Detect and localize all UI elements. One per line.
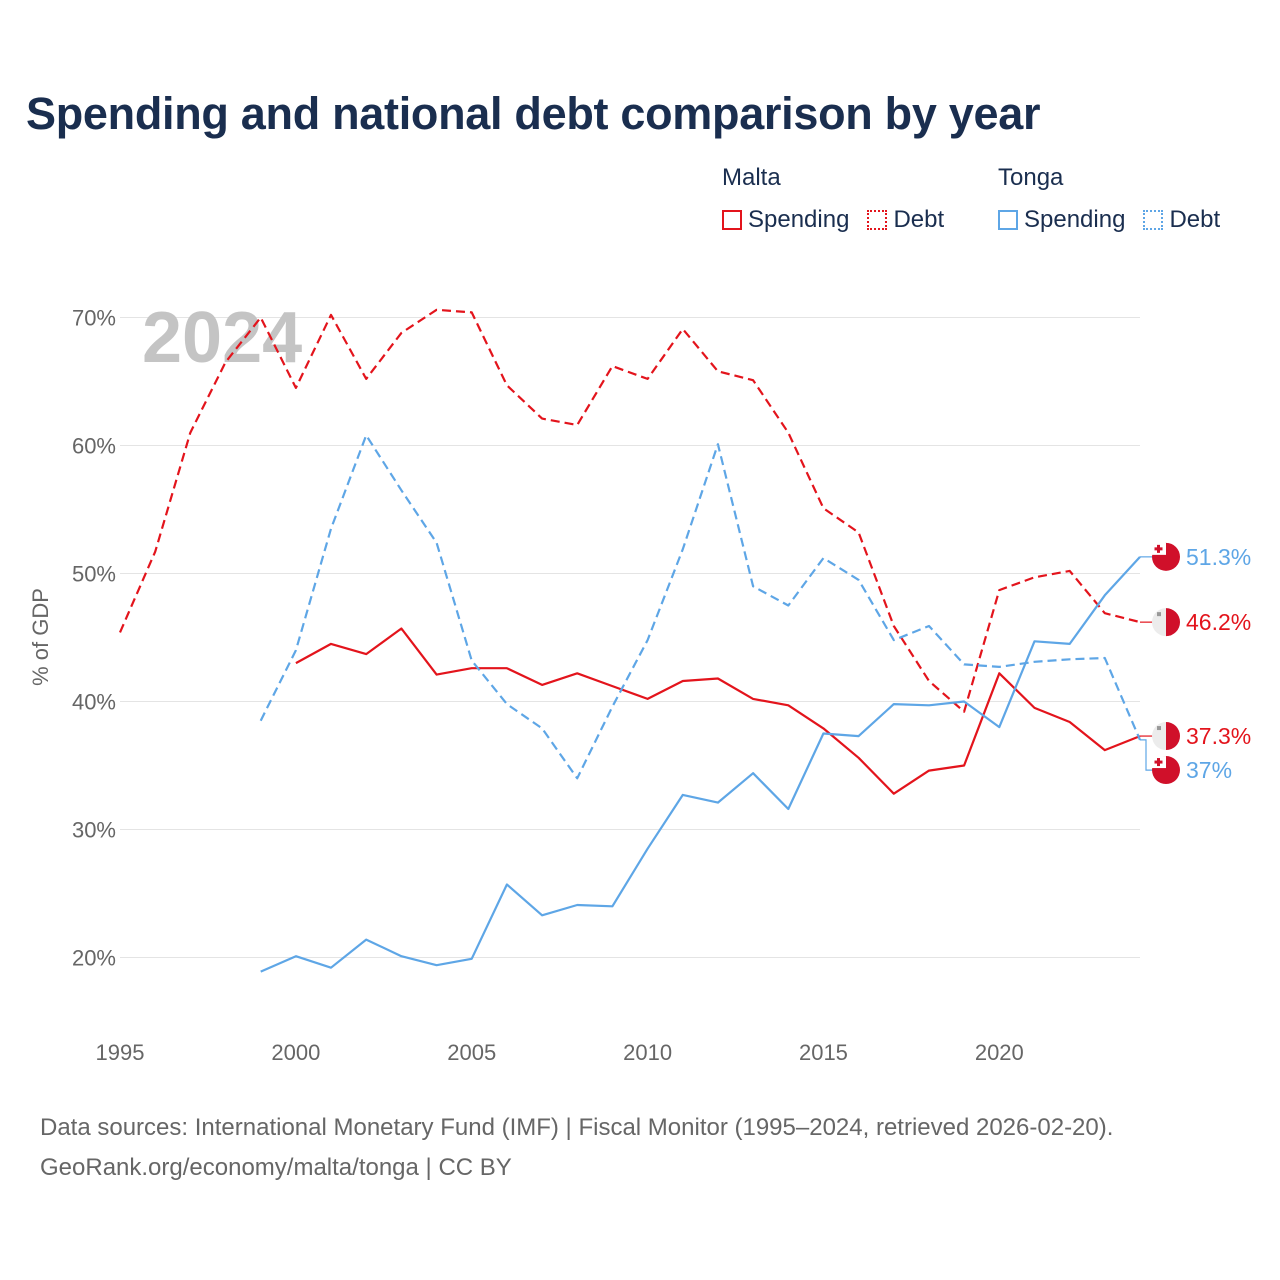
x-tick-label: 2010 — [623, 1040, 672, 1065]
malta-flag-icon — [1152, 722, 1181, 751]
legend-label: Spending — [1024, 206, 1126, 233]
legend-group-tonga: Tonga Spending Debt — [998, 164, 1220, 234]
x-tick-label: 2015 — [799, 1040, 848, 1065]
leader-line — [1140, 739, 1154, 771]
legend-label: Spending — [748, 206, 850, 233]
x-axis: 1995 2000 2005 2010 2015 2020 — [96, 1040, 1024, 1065]
grid-lines — [120, 317, 1140, 958]
footer: Data sources: International Monetary Fun… — [40, 1108, 1113, 1188]
y-tick-label: 60% — [72, 434, 116, 459]
tonga-flag-icon — [1152, 756, 1180, 785]
y-tick-label: 30% — [72, 818, 116, 843]
x-tick-label: 2005 — [447, 1040, 496, 1065]
legend-item-malta-debt[interactable]: Debt — [867, 206, 944, 234]
legend-swatch-solid-icon — [722, 210, 742, 230]
legend-swatch-dotted-icon — [867, 210, 888, 230]
end-value-label: 37.3% — [1186, 723, 1251, 749]
legend-swatch-solid-icon — [998, 210, 1018, 230]
x-tick-label: 1995 — [96, 1040, 145, 1065]
x-tick-label: 2000 — [271, 1040, 320, 1065]
legend-item-tonga-spending[interactable]: Spending — [998, 206, 1125, 234]
series-line-malta-spending — [295, 627, 1141, 795]
footer-url: GeoRank.org/economy/malta/tonga | CC BY — [40, 1154, 512, 1181]
legend-item-tonga-debt[interactable]: Debt — [1143, 206, 1220, 234]
end-value-label: 46.2% — [1186, 609, 1251, 635]
series-line-tonga-debt — [259, 434, 1142, 780]
footer-source: Data sources: International Monetary Fun… — [40, 1114, 1114, 1141]
y-tick-label: 70% — [72, 306, 116, 331]
legend-label: Debt — [893, 206, 945, 233]
year-watermark: 2024 — [142, 298, 302, 378]
y-tick-label: 40% — [72, 690, 116, 715]
malta-flag-icon — [1152, 608, 1181, 637]
series-lines — [118, 308, 1142, 973]
legend-group-malta: Malta Spending Debt — [722, 164, 962, 234]
legend-swatch-dotted-icon — [1143, 210, 1164, 230]
tonga-flag-icon — [1152, 542, 1180, 571]
y-axis: 20% 30% 40% 50% 60% 70% — [72, 306, 116, 971]
y-tick-label: 20% — [72, 946, 116, 971]
end-value-label: 37% — [1186, 757, 1232, 783]
end-value-label: 51.3% — [1186, 544, 1251, 570]
end-labels: 51.3% 46.2% 37.3% 37% — [1140, 542, 1251, 785]
legend-country-malta: Malta — [722, 164, 781, 191]
legend-country-tonga: Tonga — [998, 164, 1064, 191]
legend-item-malta-spending[interactable]: Spending — [722, 206, 849, 234]
y-axis-label: % of GDP — [28, 588, 53, 686]
chart-title: Spending and national debt comparison by… — [26, 88, 1041, 139]
x-tick-label: 2020 — [975, 1040, 1024, 1065]
series-line-tonga-spending — [260, 556, 1141, 973]
series-line-malta-debt — [118, 308, 1141, 713]
y-tick-label: 50% — [72, 562, 116, 587]
legend-label: Debt — [1169, 206, 1221, 233]
